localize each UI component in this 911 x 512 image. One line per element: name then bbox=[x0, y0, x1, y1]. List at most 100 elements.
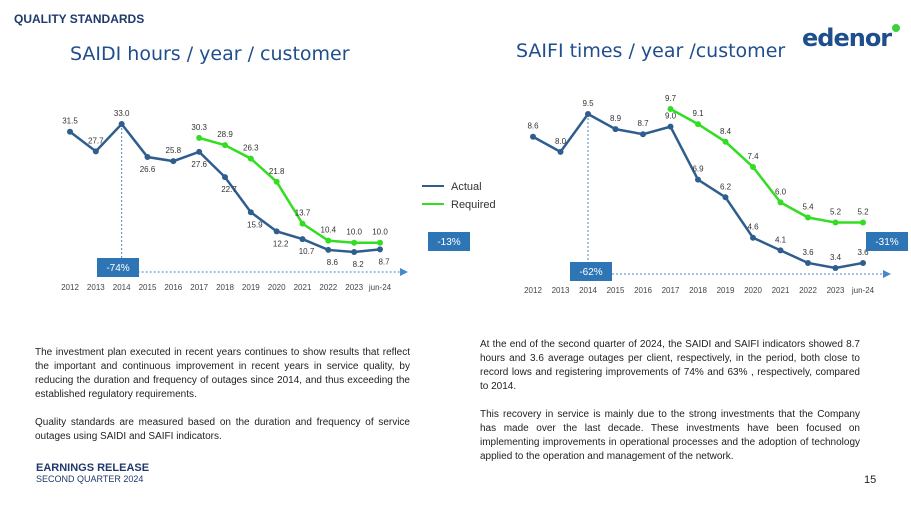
point bbox=[118, 121, 125, 127]
value-label: 6.9 bbox=[692, 165, 704, 174]
value-label: 6.2 bbox=[720, 182, 732, 191]
page-number: 15 bbox=[864, 474, 877, 486]
annotation: -62% bbox=[579, 267, 602, 278]
annotation: -13% bbox=[437, 237, 460, 248]
x-tick-label: 2014 bbox=[113, 283, 131, 292]
value-label: 3.6 bbox=[802, 248, 814, 257]
point bbox=[557, 148, 564, 155]
x-tick-label: 2023 bbox=[827, 286, 845, 295]
value-label: 8.7 bbox=[378, 257, 390, 266]
x-tick-label: 2021 bbox=[294, 283, 312, 292]
value-label: 4.1 bbox=[775, 235, 787, 244]
x-tick-label: 2020 bbox=[744, 286, 762, 295]
value-label: 7.4 bbox=[747, 152, 759, 161]
x-tick-label: 2018 bbox=[689, 286, 707, 295]
x-tick-label: 2022 bbox=[799, 286, 817, 295]
point bbox=[612, 126, 619, 133]
point bbox=[273, 228, 280, 235]
value-label: 9.5 bbox=[582, 99, 594, 108]
point bbox=[722, 194, 729, 201]
value-label: 28.9 bbox=[217, 130, 233, 139]
point bbox=[92, 148, 99, 155]
value-label: 8.6 bbox=[527, 122, 539, 131]
x-tick-label: jun-24 bbox=[851, 286, 875, 295]
x-tick-label: 2013 bbox=[552, 286, 570, 295]
value-label: 26.6 bbox=[140, 165, 156, 174]
point bbox=[805, 214, 811, 221]
point bbox=[196, 148, 203, 155]
value-label: 3.6 bbox=[857, 248, 869, 257]
value-label: 6.0 bbox=[775, 187, 787, 196]
value-label: 8.4 bbox=[720, 127, 732, 136]
annotation-box bbox=[97, 258, 139, 277]
value-label: 8.6 bbox=[327, 258, 339, 267]
point bbox=[222, 174, 228, 181]
point bbox=[722, 138, 729, 145]
point bbox=[325, 246, 332, 253]
value-label: 4.6 bbox=[747, 223, 759, 232]
value-label: 25.8 bbox=[166, 146, 182, 155]
left-text: The investment plan executed in recent y… bbox=[35, 346, 410, 458]
value-label: 9.0 bbox=[665, 112, 677, 121]
right-text: At the end of the second quarter of 2024… bbox=[480, 338, 860, 478]
footer-title: EARNINGS RELEASE bbox=[36, 462, 150, 474]
x-tick-label: 2021 bbox=[772, 286, 790, 295]
value-label: 5.4 bbox=[802, 203, 814, 212]
point bbox=[640, 131, 646, 138]
point bbox=[750, 234, 756, 241]
point bbox=[67, 128, 73, 135]
value-label: 8.2 bbox=[353, 260, 365, 269]
point bbox=[750, 164, 756, 171]
value-label: 27.6 bbox=[191, 160, 207, 169]
annotation: -74% bbox=[106, 263, 129, 274]
series-line bbox=[669, 107, 863, 224]
x-tick-label: jun-24 bbox=[368, 283, 392, 292]
x-tick-label: 2012 bbox=[524, 286, 542, 295]
x-tick-label: 2019 bbox=[242, 283, 260, 292]
footer-subtitle: SECOND QUARTER 2024 bbox=[36, 474, 144, 484]
point bbox=[377, 246, 383, 253]
x-tick-label: 2017 bbox=[190, 283, 208, 292]
point bbox=[170, 158, 177, 165]
point bbox=[695, 176, 701, 183]
point bbox=[667, 105, 674, 112]
point bbox=[351, 239, 358, 246]
value-label: 8.7 bbox=[637, 119, 649, 128]
value-label: 30.3 bbox=[191, 123, 207, 132]
value-label: 10.0 bbox=[372, 228, 388, 237]
value-label: 15.9 bbox=[247, 220, 263, 229]
point bbox=[832, 219, 839, 226]
point bbox=[273, 178, 280, 185]
x-tick-label: 2019 bbox=[717, 286, 735, 295]
value-label: 5.2 bbox=[857, 208, 869, 217]
x-tick-label: 2016 bbox=[634, 286, 652, 295]
value-label: 10.7 bbox=[299, 247, 315, 256]
value-label: 3.4 bbox=[830, 253, 842, 262]
x-tick-label: 2017 bbox=[662, 286, 680, 295]
point bbox=[247, 155, 254, 162]
value-label: 33.0 bbox=[114, 109, 130, 118]
series-line bbox=[532, 112, 864, 270]
point bbox=[325, 237, 332, 244]
legend-label: Actual bbox=[451, 181, 482, 193]
value-label: 27.7 bbox=[88, 136, 104, 145]
x-tick-label: 2015 bbox=[139, 283, 157, 292]
value-label: 13.7 bbox=[295, 209, 311, 218]
point bbox=[777, 199, 784, 206]
x-tick-label: 2018 bbox=[216, 283, 234, 292]
point bbox=[351, 249, 358, 255]
value-label: 22.7 bbox=[221, 185, 237, 194]
point bbox=[805, 259, 811, 266]
value-label: 8.0 bbox=[555, 137, 567, 146]
point bbox=[695, 121, 701, 128]
logo: edenor bbox=[802, 24, 901, 52]
paragraph: At the end of the second quarter of 2024… bbox=[480, 339, 860, 392]
series-line bbox=[198, 136, 380, 244]
x-tick-label: 2012 bbox=[61, 283, 79, 292]
point bbox=[222, 142, 228, 149]
point bbox=[299, 220, 306, 227]
x-tick-label: 2020 bbox=[268, 283, 286, 292]
paragraph: The investment plan executed in recent y… bbox=[35, 347, 410, 400]
